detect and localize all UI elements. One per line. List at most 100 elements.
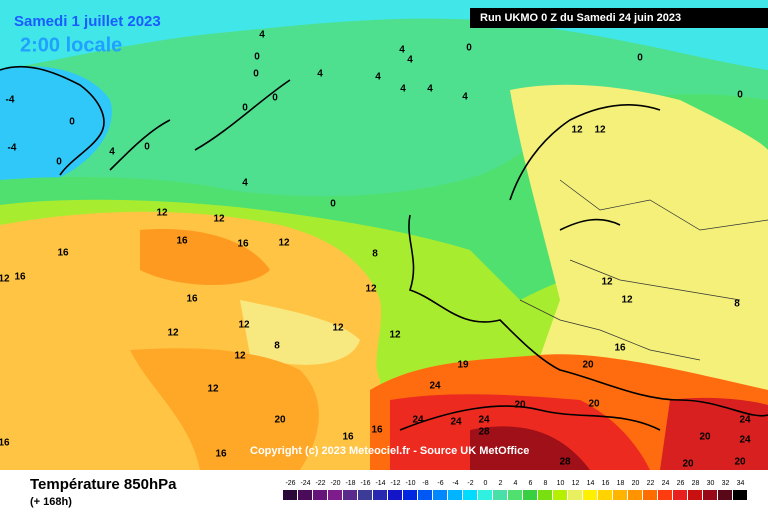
- scale-label: 20: [632, 480, 640, 487]
- scale-swatch: [508, 490, 522, 500]
- scale-swatch: [493, 490, 507, 500]
- scale-label: 12: [572, 480, 580, 487]
- scale-swatch: [373, 490, 387, 500]
- scale-label: 16: [602, 480, 610, 487]
- contour-label: 0: [466, 43, 472, 54]
- contour-label: 19: [457, 360, 469, 371]
- scale-label: 28: [692, 480, 700, 487]
- scale-label: 0: [484, 480, 488, 487]
- contour-label: 4: [317, 69, 323, 80]
- scale-label: -12: [390, 480, 400, 487]
- contour-label: 4: [375, 72, 381, 83]
- scale-swatch: [628, 490, 642, 500]
- time-label: 2:00 locale: [20, 34, 122, 56]
- contour-label: 4: [407, 55, 413, 66]
- contour-label: 0: [272, 93, 278, 104]
- contour-label: 12: [207, 384, 219, 395]
- coastline: [0, 65, 105, 176]
- contour-label: 0: [144, 142, 150, 153]
- contour-label: 4: [427, 84, 433, 95]
- contour-label: 20: [582, 360, 594, 371]
- contour-label: 16: [371, 425, 383, 436]
- scale-swatch: [388, 490, 402, 500]
- contour-label: 8: [274, 341, 280, 352]
- scale-swatch: [733, 490, 747, 500]
- contour-label: 28: [478, 427, 490, 438]
- scale-label: -2: [467, 480, 473, 487]
- contour-label: -4: [8, 143, 17, 154]
- contour-label: 4: [242, 178, 248, 189]
- contour-label: 4: [109, 147, 115, 158]
- scale-swatch: [598, 490, 612, 500]
- scale-label: 32: [722, 480, 730, 487]
- contour-label: 0: [330, 199, 336, 210]
- scale-swatch: [403, 490, 417, 500]
- contour-label: 12: [167, 328, 179, 339]
- contour-label: 12: [571, 125, 583, 136]
- scale-label: -14: [375, 480, 385, 487]
- scale-label: 34: [737, 480, 745, 487]
- contour-label: 12: [365, 284, 377, 295]
- hot-area: [140, 229, 270, 285]
- scale-swatch: [328, 490, 342, 500]
- scale-label: -18: [345, 480, 355, 487]
- scale-swatch: [313, 490, 327, 500]
- contour-label: 16: [14, 272, 26, 283]
- cold-area: [0, 66, 112, 190]
- coastline: [399, 405, 661, 431]
- contour-label: 12: [389, 330, 401, 341]
- warm-area: [240, 300, 360, 365]
- contour-label: 8: [372, 249, 378, 260]
- contour-label: 4: [399, 45, 405, 56]
- contour-label: 12: [601, 277, 613, 288]
- scale-swatch: [298, 490, 312, 500]
- scale-label: 10: [557, 480, 565, 487]
- scale-swatch: [478, 490, 492, 500]
- contour-label: 20: [274, 415, 286, 426]
- contour-label: 20: [514, 400, 526, 411]
- scale-swatch: [553, 490, 567, 500]
- scale-swatch: [613, 490, 627, 500]
- contour-label: 0: [69, 117, 75, 128]
- scale-swatch: [658, 490, 672, 500]
- contour-label: -4: [6, 95, 15, 106]
- scale-label: -6: [437, 480, 443, 487]
- scale-label: 22: [647, 480, 655, 487]
- scale-swatch: [463, 490, 477, 500]
- scale-swatch: [583, 490, 597, 500]
- contour-label: 12: [594, 125, 606, 136]
- contour-label: 16: [215, 449, 227, 460]
- scale-swatch: [418, 490, 432, 500]
- contour-label: 16: [186, 294, 198, 305]
- contour-label: 24: [429, 381, 441, 392]
- scale-swatch: [703, 490, 717, 500]
- run-box: [470, 8, 768, 28]
- contour-label: 12: [238, 320, 250, 331]
- scale-label: -16: [360, 480, 370, 487]
- scale-label: 26: [677, 480, 685, 487]
- contour-label: 12: [621, 295, 633, 306]
- contour-label: 12: [278, 238, 290, 249]
- contour-label: 24: [739, 415, 751, 426]
- contour-label: 20: [699, 432, 711, 443]
- scale-label: 2: [499, 480, 503, 487]
- footer-title: Température 850hPa: [30, 476, 177, 493]
- copyright: Copyright (c) 2023 Meteociel.fr - Source…: [250, 445, 529, 457]
- scale-label: 30: [707, 480, 715, 487]
- contour-label: 0: [254, 52, 260, 63]
- scale-label: 4: [514, 480, 518, 487]
- scale-swatch: [448, 490, 462, 500]
- scale-label: -8: [422, 480, 428, 487]
- contour-label: 16: [614, 343, 626, 354]
- scale-label: -4: [452, 480, 458, 487]
- color-scale: -26 -24 -22 -20 -18 -16 -14 -12 -10 -8 -6 -4 -2 0 2 4 6 8…: [283, 480, 747, 500]
- contour-label: 12: [332, 323, 344, 334]
- coastline: [109, 79, 291, 171]
- very-hot-area: [660, 397, 768, 470]
- scale-label: 8: [544, 480, 548, 487]
- scale-label: -20: [330, 480, 340, 487]
- contour-label: 16: [57, 248, 69, 259]
